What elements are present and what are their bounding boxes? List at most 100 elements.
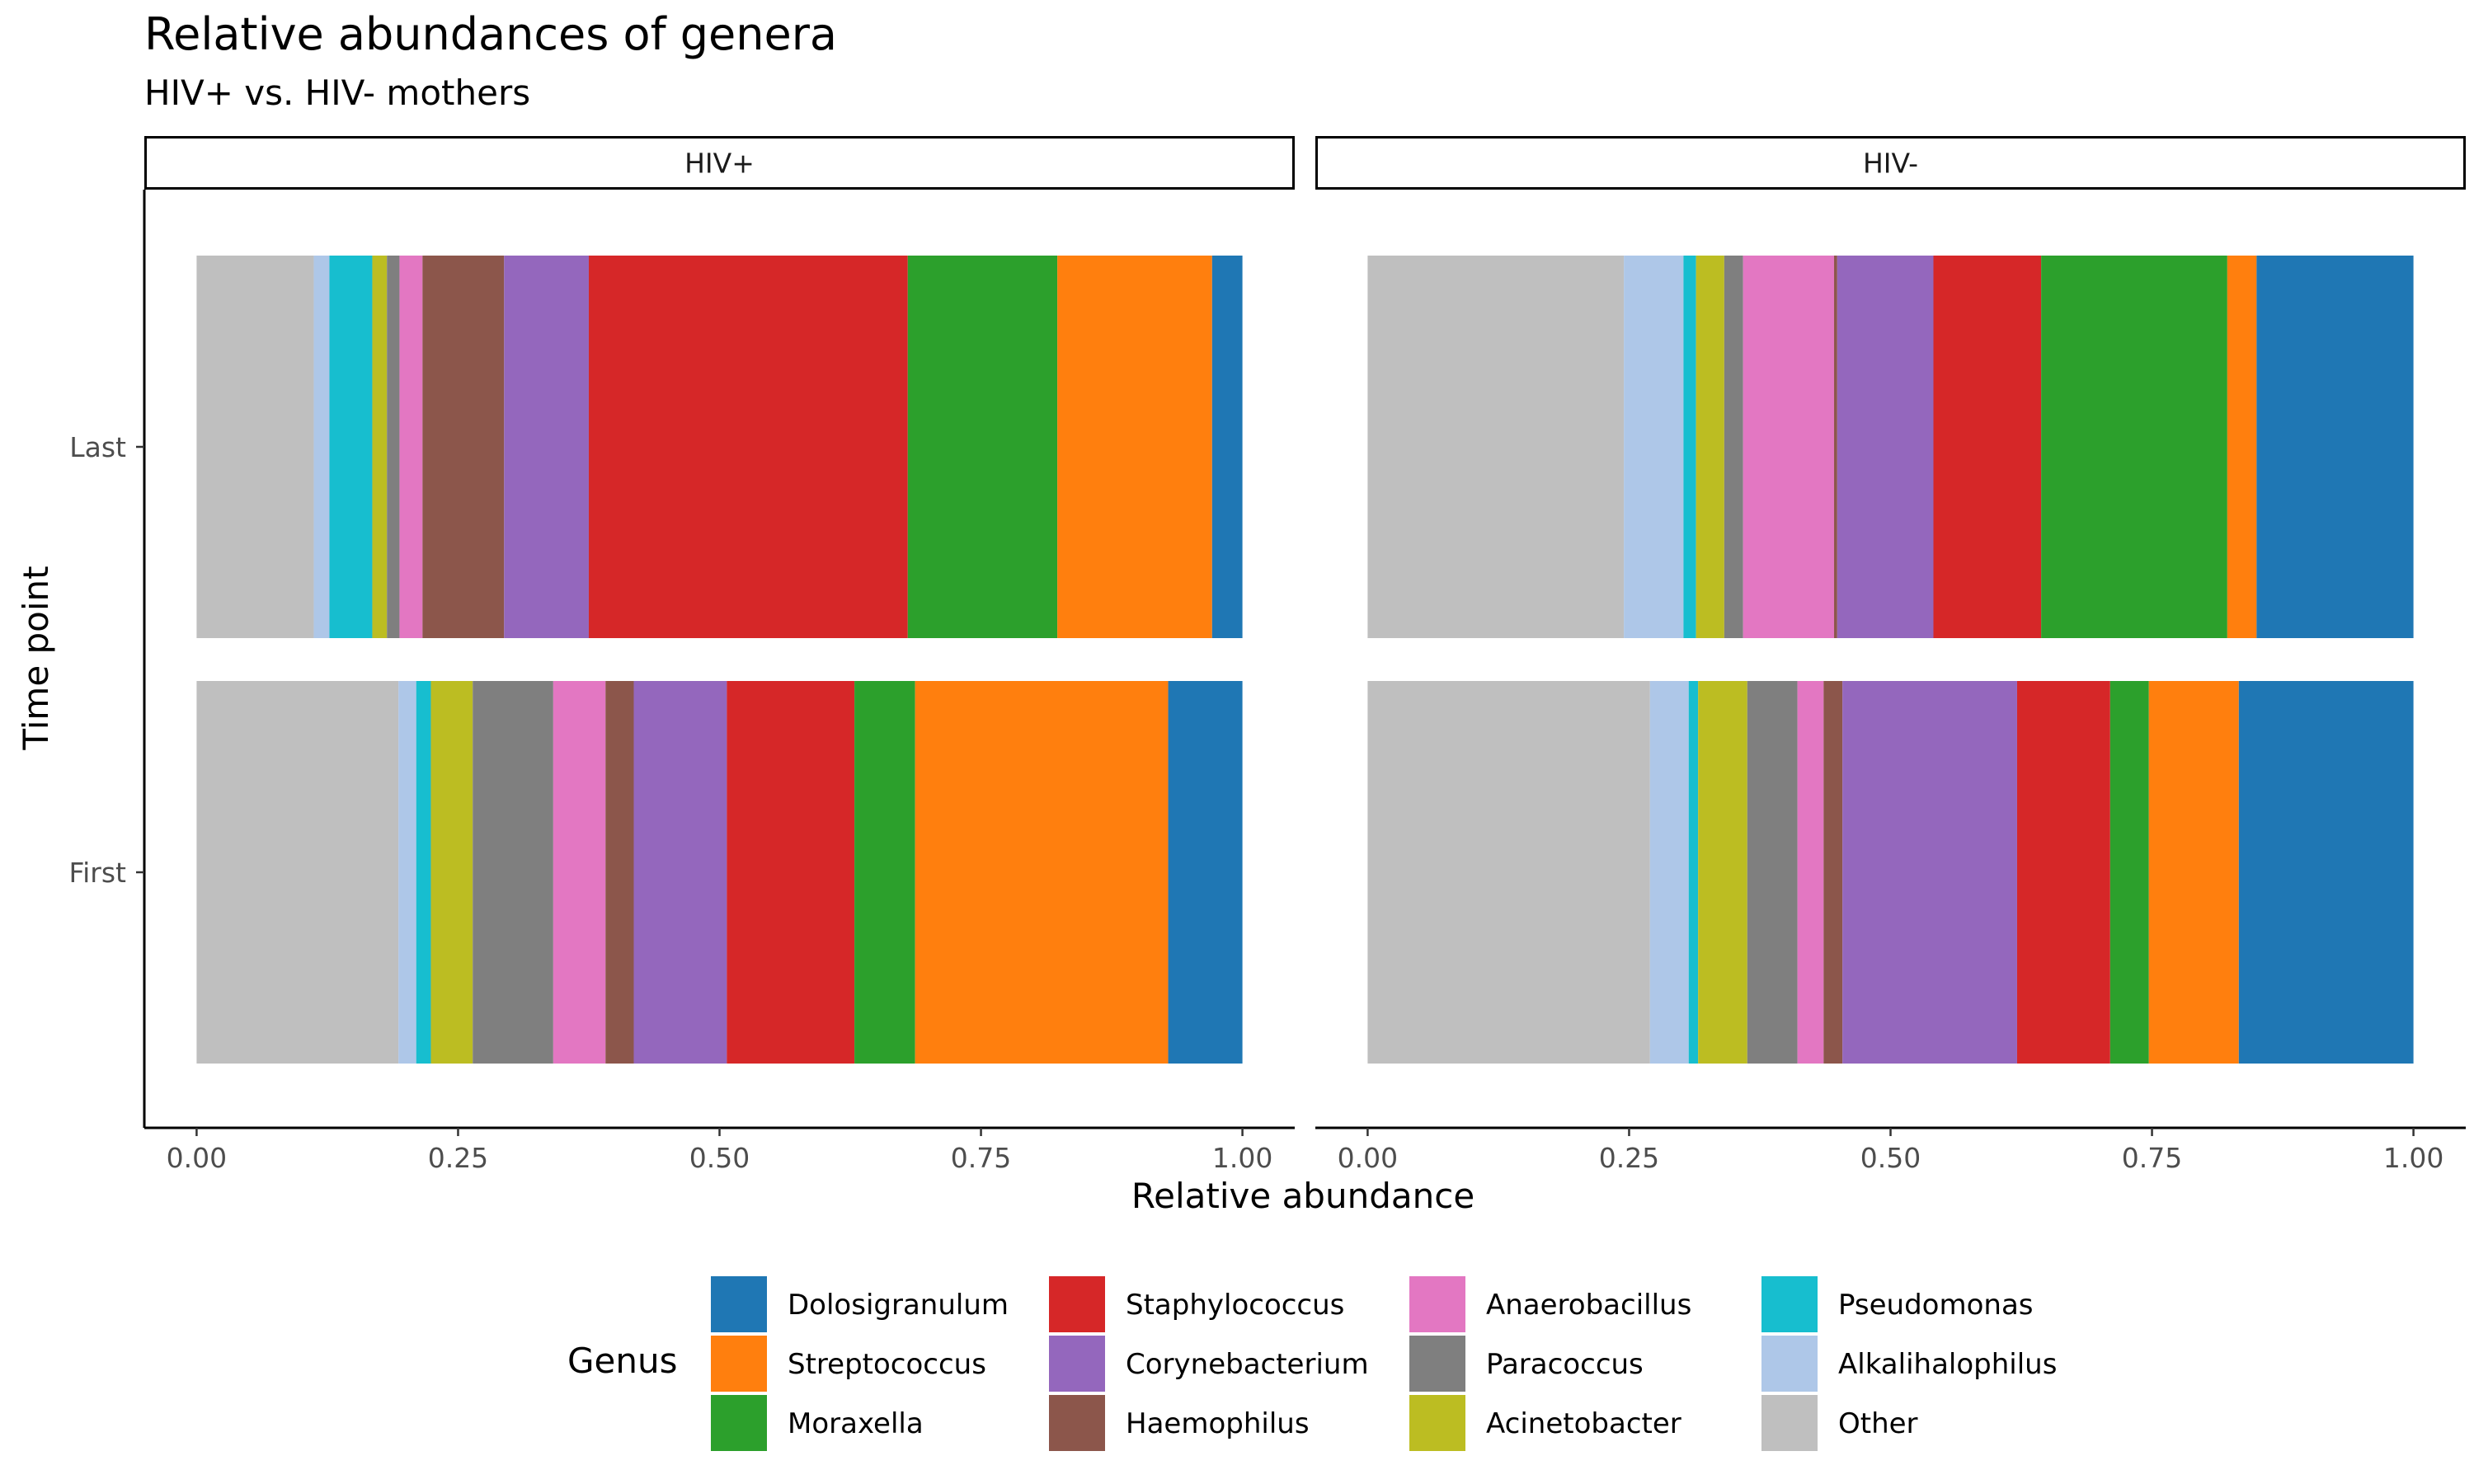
legend-label-staphylococcus: Staphylococcus bbox=[1126, 1289, 1344, 1322]
legend-label-pseudomonas: Pseudomonas bbox=[1838, 1289, 2034, 1322]
legend-key-corynebacterium bbox=[1049, 1336, 1105, 1392]
legend-key-pseudomonas bbox=[1761, 1276, 1818, 1332]
bar-hiv-first-anaerobacillus bbox=[1797, 681, 1824, 1064]
x-tick-label: 0.75 bbox=[951, 1142, 1011, 1174]
legend-key-alkalihalophilus bbox=[1761, 1336, 1818, 1392]
facet-hiv: HIV- 0.00 0.25 0.50 0.75 1.00 bbox=[1315, 136, 2466, 1174]
bar-hiv-last-streptococcus bbox=[2227, 256, 2257, 638]
bar-hiv-first-pseudomonas bbox=[416, 681, 431, 1064]
bar-hiv-last-paracoccus bbox=[1724, 256, 1743, 638]
facet-strip bbox=[144, 136, 1295, 190]
legend-key-moraxella bbox=[711, 1395, 767, 1451]
bar-hiv-last-pseudomonas bbox=[1683, 256, 1696, 638]
facet-strip-label: HIV- bbox=[1863, 148, 1918, 180]
legend-key-dolosigranulum bbox=[711, 1276, 767, 1332]
legend-label-streptococcus: Streptococcus bbox=[788, 1348, 986, 1381]
legend-label-anaerobacillus: Anaerobacillus bbox=[1486, 1289, 1691, 1322]
bar-hiv-last-haemophilus bbox=[1834, 256, 1837, 638]
legend-item-moraxella: Moraxella bbox=[711, 1395, 924, 1451]
legend-item-corynebacterium: Corynebacterium bbox=[1049, 1336, 1369, 1392]
legend-item-streptococcus: Streptococcus bbox=[711, 1336, 986, 1392]
bar-hiv-first-dolosigranulum bbox=[2238, 681, 2414, 1064]
legend-title: Genus bbox=[567, 1341, 678, 1381]
bar-hiv-first-anaerobacillus bbox=[553, 681, 606, 1064]
legend-item-acinetobacter: Acinetobacter bbox=[1409, 1395, 1681, 1451]
x-tick-label: 0.00 bbox=[1338, 1142, 1398, 1174]
bar-hiv-first-acinetobacter bbox=[1698, 681, 1747, 1064]
legend-key-streptococcus bbox=[711, 1336, 767, 1392]
legend-key-paracoccus bbox=[1409, 1336, 1465, 1392]
bar-hiv-first-streptococcus bbox=[915, 681, 1169, 1064]
legend-label-acinetobacter: Acinetobacter bbox=[1486, 1407, 1681, 1440]
legend-label-corynebacterium: Corynebacterium bbox=[1126, 1348, 1369, 1381]
legend-item-paracoccus: Paracoccus bbox=[1409, 1336, 1644, 1392]
x-tick-label: 0.50 bbox=[689, 1142, 750, 1174]
legend-item-haemophilus: Haemophilus bbox=[1049, 1395, 1310, 1451]
y-tick-label: First bbox=[69, 857, 127, 889]
facet-hiv: HIV+ 0.00 0.25 0.50 0.75 1.00 Last First bbox=[69, 136, 1295, 1174]
bar-hiv-last-other bbox=[196, 256, 314, 638]
bar-hiv-first-staphylococcus bbox=[727, 681, 855, 1064]
legend-item-alkalihalophilus: Alkalihalophilus bbox=[1761, 1336, 2057, 1392]
bar-hiv-last-staphylococcus bbox=[588, 256, 908, 638]
bar-hiv-first-paracoccus bbox=[473, 681, 553, 1064]
x-axis-title: Relative abundance bbox=[1131, 1176, 1475, 1216]
bar-hiv-last-acinetobacter bbox=[372, 256, 388, 638]
bar-hiv-last-dolosigranulum bbox=[1211, 256, 1243, 638]
legend-item-anaerobacillus: Anaerobacillus bbox=[1409, 1276, 1691, 1332]
bar-hiv-last-alkalihalophilus bbox=[313, 256, 330, 638]
legend-item-dolosigranulum: Dolosigranulum bbox=[711, 1276, 1009, 1332]
legend-label-alkalihalophilus: Alkalihalophilus bbox=[1838, 1348, 2057, 1381]
bar-hiv-first-other bbox=[196, 681, 399, 1064]
bar-hiv-first-alkalihalophilus bbox=[398, 681, 416, 1064]
bar-hiv-first-corynebacterium bbox=[1842, 681, 2017, 1064]
bar-hiv-last-haemophilus bbox=[422, 256, 505, 638]
bar-hiv-first-streptococcus bbox=[2148, 681, 2239, 1064]
bar-hiv-first-moraxella bbox=[2109, 681, 2149, 1064]
x-tick-label: 0.00 bbox=[167, 1142, 227, 1174]
legend-label-moraxella: Moraxella bbox=[788, 1407, 924, 1440]
bar-hiv-last-paracoccus bbox=[387, 256, 400, 638]
chart-subtitle: HIV+ vs. HIV- mothers bbox=[144, 73, 530, 113]
bar-hiv-last-moraxella bbox=[2041, 256, 2227, 638]
bar-hiv-first-staphylococcus bbox=[2016, 681, 2110, 1064]
bar-hiv-last-acinetobacter bbox=[1696, 256, 1724, 638]
legend-label-other: Other bbox=[1838, 1407, 1918, 1440]
bar-hiv-last-pseudomonas bbox=[329, 256, 373, 638]
bar-hiv-first-alkalihalophilus bbox=[1649, 681, 1689, 1064]
x-tick-label: 0.75 bbox=[2122, 1142, 2182, 1174]
bar-hiv-first-corynebacterium bbox=[633, 681, 727, 1064]
bar-hiv-first-pseudomonas bbox=[1688, 681, 1699, 1064]
bar-hiv-last-corynebacterium bbox=[1837, 256, 1934, 638]
bar-hiv-last-streptococcus bbox=[1057, 256, 1212, 638]
bar-hiv-first-paracoccus bbox=[1747, 681, 1798, 1064]
facet-panels: HIV+ 0.00 0.25 0.50 0.75 1.00 Last First HIV- 0.0… bbox=[69, 136, 2466, 1174]
legend-key-haemophilus bbox=[1049, 1395, 1105, 1451]
legend-key-acinetobacter bbox=[1409, 1395, 1465, 1451]
bar-hiv-last-alkalihalophilus bbox=[1624, 256, 1684, 638]
y-axis-title: Time point bbox=[16, 566, 56, 750]
bar-hiv-first-other bbox=[1367, 681, 1650, 1064]
legend: Genus Dolosigranulum Streptococcus Moraxel… bbox=[567, 1276, 2057, 1451]
x-tick-label: 1.00 bbox=[2383, 1142, 2443, 1174]
bar-hiv-first-moraxella bbox=[854, 681, 915, 1064]
x-tick-label: 0.50 bbox=[1860, 1142, 1921, 1174]
bar-hiv-last-anaerobacillus bbox=[1743, 256, 1835, 638]
y-tick-label: Last bbox=[69, 431, 126, 463]
bar-hiv-last-staphylococcus bbox=[1933, 256, 2042, 638]
legend-label-paracoccus: Paracoccus bbox=[1486, 1348, 1644, 1381]
bar-hiv-first-dolosigranulum bbox=[1168, 681, 1243, 1064]
bar-hiv-last-moraxella bbox=[907, 256, 1058, 638]
legend-label-haemophilus: Haemophilus bbox=[1126, 1407, 1310, 1440]
facet-strip-label: HIV+ bbox=[684, 148, 755, 180]
bar-hiv-last-anaerobacillus bbox=[399, 256, 423, 638]
x-tick-label: 0.25 bbox=[1599, 1142, 1659, 1174]
legend-item-pseudomonas: Pseudomonas bbox=[1761, 1276, 2034, 1332]
legend-key-anaerobacillus bbox=[1409, 1276, 1465, 1332]
legend-key-other bbox=[1761, 1395, 1818, 1451]
legend-item-staphylococcus: Staphylococcus bbox=[1049, 1276, 1344, 1332]
bar-hiv-last-other bbox=[1367, 256, 1625, 638]
bar-hiv-last-dolosigranulum bbox=[2256, 256, 2414, 638]
legend-label-dolosigranulum: Dolosigranulum bbox=[788, 1289, 1009, 1322]
